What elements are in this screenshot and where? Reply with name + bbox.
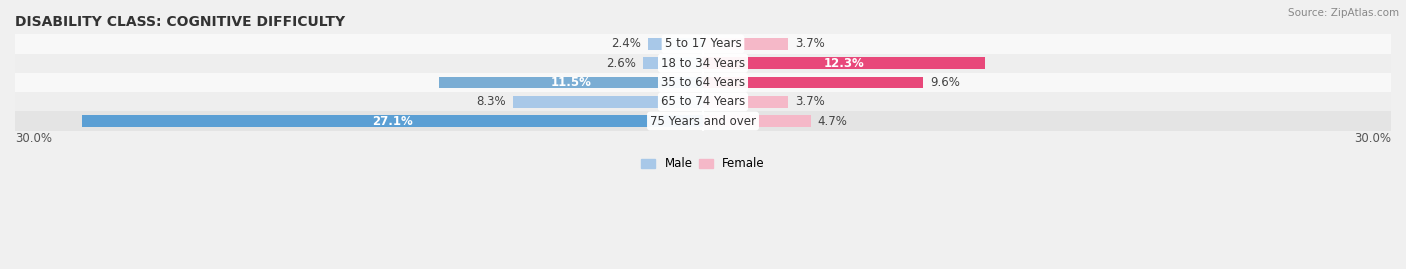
Text: 2.4%: 2.4% — [612, 37, 641, 51]
Text: 65 to 74 Years: 65 to 74 Years — [661, 95, 745, 108]
Bar — [439, 77, 703, 89]
Text: 9.6%: 9.6% — [929, 76, 960, 89]
Text: Source: ZipAtlas.com: Source: ZipAtlas.com — [1288, 8, 1399, 18]
Text: 35 to 64 Years: 35 to 64 Years — [661, 76, 745, 89]
Bar — [15, 34, 1391, 54]
Text: 30.0%: 30.0% — [15, 132, 52, 145]
Text: 11.5%: 11.5% — [551, 76, 592, 89]
Bar — [648, 38, 703, 50]
Text: 12.3%: 12.3% — [824, 57, 865, 70]
Text: DISABILITY CLASS: COGNITIVE DIFFICULTY: DISABILITY CLASS: COGNITIVE DIFFICULTY — [15, 15, 344, 29]
Text: 18 to 34 Years: 18 to 34 Years — [661, 57, 745, 70]
Bar — [703, 57, 986, 69]
Bar — [703, 77, 924, 89]
Text: 75 Years and over: 75 Years and over — [650, 115, 756, 128]
Text: 3.7%: 3.7% — [794, 95, 824, 108]
Text: 5 to 17 Years: 5 to 17 Years — [665, 37, 741, 51]
Text: 4.7%: 4.7% — [818, 115, 848, 128]
Bar — [82, 115, 703, 127]
Bar — [703, 115, 811, 127]
Bar — [15, 73, 1391, 92]
Bar — [513, 96, 703, 108]
Bar — [644, 57, 703, 69]
Text: 8.3%: 8.3% — [477, 95, 506, 108]
Bar — [703, 96, 787, 108]
Legend: Male, Female: Male, Female — [637, 153, 769, 175]
Text: 27.1%: 27.1% — [371, 115, 412, 128]
Text: 3.7%: 3.7% — [794, 37, 824, 51]
Text: 2.6%: 2.6% — [606, 57, 637, 70]
Text: 30.0%: 30.0% — [1354, 132, 1391, 145]
Bar — [15, 54, 1391, 73]
Bar — [703, 38, 787, 50]
Bar — [15, 111, 1391, 131]
Bar — [15, 92, 1391, 111]
